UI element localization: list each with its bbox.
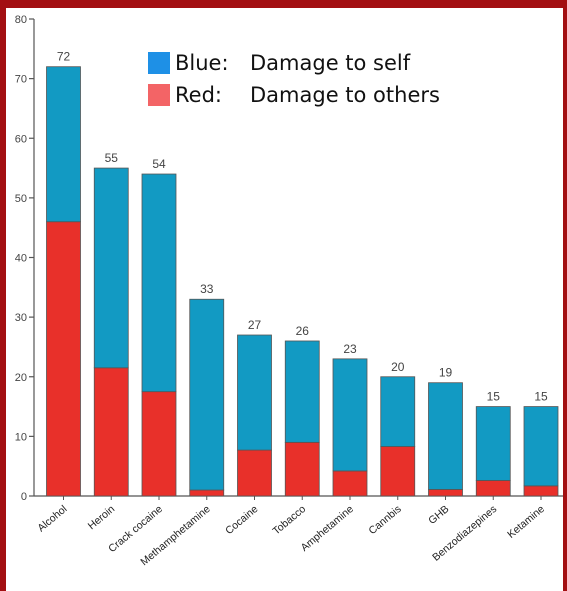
legend-swatch-red — [148, 84, 170, 106]
bar-segment-others — [523, 485, 559, 497]
bar-total-label: 55 — [105, 151, 119, 165]
y-tick-label: 0 — [21, 491, 27, 503]
y-tick-label: 20 — [15, 372, 27, 384]
bar-segment-self — [189, 298, 225, 491]
bar-total-label: 23 — [343, 342, 357, 356]
bar-segment-others — [284, 441, 320, 497]
y-tick-label: 30 — [15, 312, 27, 324]
x-category-label: Heroin — [86, 503, 118, 532]
bar-segment-others — [475, 480, 511, 497]
x-category-label: Cocaine — [223, 503, 260, 537]
bar-segment-self — [46, 66, 81, 223]
x-category-label: Ketamine — [505, 503, 547, 541]
bar-total-label: 15 — [487, 390, 501, 404]
y-tick-label: 60 — [15, 133, 27, 145]
bar-segment-self — [523, 406, 559, 487]
bar-total-label: 33 — [200, 282, 214, 296]
legend-key-label: Blue: — [175, 51, 229, 75]
y-tick-label: 40 — [15, 253, 27, 265]
chart-frame: 0 10 20 30 40 50 60 70 80 72 Alcohol 55 Heroin 54 Crac… — [6, 8, 563, 591]
x-category-label: Alcohol — [35, 503, 69, 534]
bar-segment-self — [380, 376, 416, 447]
bar-total-label: 27 — [248, 318, 262, 332]
bar-total-label: 19 — [439, 366, 453, 380]
bar-total-label: 26 — [296, 324, 310, 338]
y-tick-label: 70 — [15, 74, 27, 86]
legend-text: Damage to others — [250, 83, 440, 107]
bar-segment-others — [332, 470, 368, 497]
bar-segment-self — [475, 406, 511, 481]
bar-segment-others — [189, 489, 225, 497]
y-tick-label: 80 — [15, 14, 27, 26]
bar-segment-self — [93, 167, 129, 369]
bar-total-label: 54 — [152, 157, 166, 171]
bar-segment-self — [428, 382, 463, 490]
legend-item-self: Blue: Damage to self — [148, 51, 410, 75]
bar-total-label: 15 — [534, 390, 548, 404]
bar-segment-others — [93, 367, 129, 497]
bar-segment-others — [237, 449, 272, 497]
legend-key-label: Red: — [175, 83, 222, 107]
bar-segment-others — [141, 391, 177, 497]
y-tick-label: 10 — [15, 431, 27, 443]
legend-swatch-blue — [148, 52, 170, 74]
x-category-label: Cannbis — [366, 503, 403, 537]
bar-total-label: 72 — [57, 50, 71, 64]
bar-segment-self — [141, 173, 177, 393]
bar-segment-others — [380, 446, 416, 497]
y-tick-label: 50 — [15, 193, 27, 205]
stacked-bar-chart: 0102030405060708072Alcohol55Heroin54Crac… — [15, 14, 563, 568]
bar-segment-self — [332, 358, 368, 472]
bar-total-label: 20 — [391, 360, 405, 374]
x-category-label: GHB — [426, 503, 451, 527]
bar-segment-others — [46, 221, 81, 497]
bar-segment-self — [237, 334, 272, 451]
x-category-label: Amphetamine — [299, 503, 356, 554]
x-category-label: Tobacco — [271, 503, 309, 537]
bar-segment-self — [284, 340, 320, 443]
bar-segment-others — [428, 489, 463, 497]
legend-item-others: Red: Damage to others — [148, 83, 440, 107]
legend-text: Damage to self — [250, 51, 411, 75]
